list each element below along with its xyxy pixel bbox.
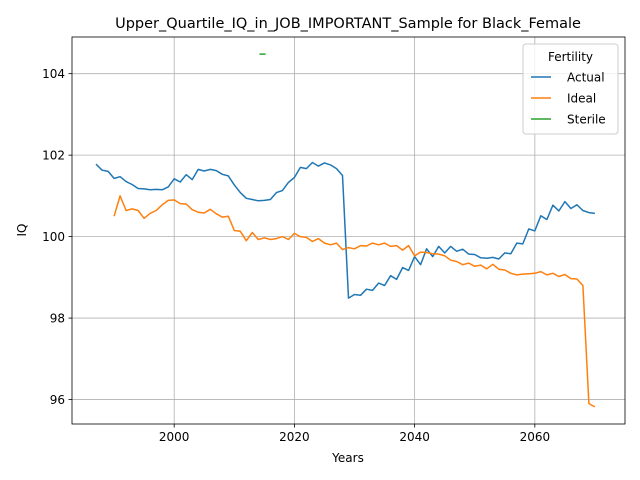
y-tick-label: 102 [42,149,65,163]
legend-label-actual: Actual [567,71,605,85]
legend-label-sterile: Sterile [567,113,606,127]
legend-title: Fertility [548,50,593,64]
y-axis-label: IQ [15,224,29,237]
x-tick-label: 2000 [159,430,190,444]
y-tick-label: 100 [42,230,65,244]
series-line-ideal [113,195,596,408]
axis-ticks: 2000 2020 2040 2060 96 98 100 102 104 [42,67,550,444]
legend-box [522,43,619,135]
chart-title: Upper_Quartile_IQ_in_JOB_IMPORTANT_Sampl… [115,16,581,32]
series-lines [95,53,596,408]
legend-entries: Actual Ideal Sterile [531,71,606,127]
series-line-actual [95,161,595,299]
x-tick-label: 2040 [399,430,430,444]
x-tick-label: 2020 [279,430,310,444]
x-axis-label: Years [331,451,364,465]
legend-label-ideal: Ideal [567,92,596,106]
y-tick-label: 104 [42,67,65,81]
legend: Fertility Actual Ideal Sterile [522,43,619,135]
plot-frame [71,36,626,425]
y-tick-label: 98 [50,312,65,326]
x-tick-label: 2060 [520,430,551,444]
y-tick-label: 96 [50,393,65,407]
